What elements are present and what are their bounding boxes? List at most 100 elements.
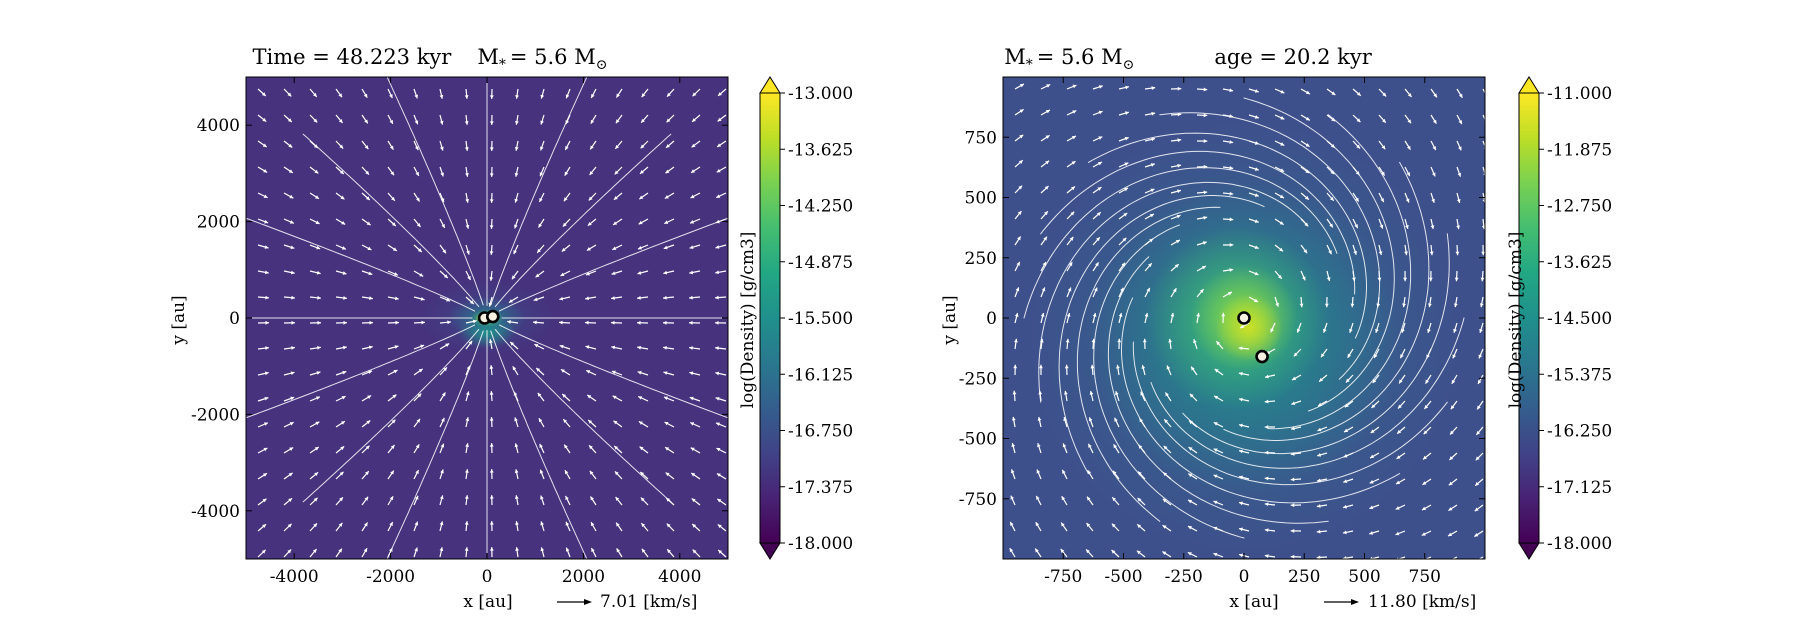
velocity-arrowhead xyxy=(340,195,345,200)
velocity-arrowhead xyxy=(1270,328,1274,333)
velocity-arrowhead xyxy=(715,396,720,401)
x-tick-label: 250 xyxy=(1288,567,1320,587)
velocity-arrowhead xyxy=(1144,312,1149,317)
velocity-arrowhead xyxy=(1213,474,1218,479)
velocity-arrowhead xyxy=(717,498,722,503)
x-tick-label: 500 xyxy=(1348,567,1380,587)
streamline xyxy=(1076,206,1221,522)
velocity-arrowhead xyxy=(690,194,695,199)
velocity-arrowhead xyxy=(1290,451,1295,456)
velocity-arrowhead xyxy=(616,522,620,527)
colorbar-tick-label: -13.625 xyxy=(788,140,853,160)
velocity-arrowhead xyxy=(489,495,494,499)
velocity-arrowhead xyxy=(1116,364,1120,369)
velocity-arrowhead xyxy=(1044,186,1049,190)
velocity-arrowhead xyxy=(414,495,419,500)
velocity-arrowhead xyxy=(1403,277,1408,282)
velocity-arrowhead xyxy=(1037,443,1041,448)
velocity-arrowhead xyxy=(615,496,620,501)
streamline xyxy=(1150,317,1465,469)
velocity-arrowhead xyxy=(537,248,541,253)
velocity-arrowhead xyxy=(1221,312,1226,317)
velocity-arrowhead xyxy=(288,472,293,477)
velocity-arrowhead xyxy=(315,220,320,224)
velocity-arrowhead xyxy=(1423,430,1428,435)
density-panel-1: Time = 48.223 kyr M* = 5.6 M⊙ -4000 -2000 0 2… xyxy=(169,45,853,612)
velocity-arrowhead xyxy=(612,246,617,250)
velocity-arrowhead xyxy=(1239,475,1243,480)
velocity-arrowhead xyxy=(313,497,318,502)
velocity-arrowhead xyxy=(1229,165,1234,170)
sink-particle-2 xyxy=(485,309,500,324)
velocity-arrowhead xyxy=(468,340,473,345)
velocity-arrowhead xyxy=(1014,313,1019,317)
velocity-arrowhead xyxy=(291,320,295,325)
streamline xyxy=(246,218,476,312)
velocity-arrowhead xyxy=(1012,390,1017,395)
velocity-arrowhead xyxy=(1138,444,1143,449)
velocity-arrowhead xyxy=(1347,353,1352,358)
velocity-arrowhead xyxy=(512,366,517,371)
velocity-arrowhead xyxy=(1149,213,1154,218)
velocity-arrowhead xyxy=(442,249,446,254)
colorbar-tick-label: -18.000 xyxy=(788,534,853,554)
colorbar-tick-label: -11.875 xyxy=(1547,140,1612,160)
streamline xyxy=(1243,97,1395,412)
velocity-arrowhead xyxy=(637,320,641,325)
velocity-arrowhead xyxy=(611,296,615,300)
velocity-arrowhead xyxy=(1137,524,1142,529)
velocity-arrowhead xyxy=(1122,237,1127,242)
panel-1-ylabel: y [au] xyxy=(169,295,189,345)
panel-2-ylabel: y [au] xyxy=(940,295,960,345)
velocity-arrowhead xyxy=(1162,498,1167,503)
velocity-arrowhead xyxy=(1088,443,1092,448)
velocity-arrowhead xyxy=(1356,91,1361,96)
velocity-arrowhead xyxy=(1304,195,1309,200)
velocity-arrowhead xyxy=(489,95,494,99)
y-tick-label: 4000 xyxy=(197,116,240,136)
colorbar-tick-label: -12.750 xyxy=(1547,197,1612,217)
velocity-arrowhead xyxy=(1175,239,1180,244)
velocity-arrowhead xyxy=(445,343,450,347)
velocity-arrowhead xyxy=(265,346,269,351)
velocity-arrowhead xyxy=(715,320,719,325)
x-tick-label: -500 xyxy=(1104,567,1142,587)
velocity-arrowhead xyxy=(315,396,320,400)
velocity-arrowhead xyxy=(1324,303,1329,308)
velocity-arrowhead xyxy=(1150,163,1155,167)
velocity-arrowhead xyxy=(1406,145,1411,150)
velocity-arrowhead xyxy=(565,521,570,526)
velocity-arrowhead xyxy=(689,295,693,300)
velocity-arrowhead xyxy=(514,469,519,474)
velocity-arrowhead xyxy=(641,118,645,123)
velocity-arrowhead xyxy=(689,371,694,376)
velocity-arrowhead xyxy=(1316,529,1321,534)
velocity-arrowhead xyxy=(417,248,422,253)
velocity-arrowhead xyxy=(1176,214,1181,219)
velocity-arrowhead xyxy=(1432,146,1436,151)
velocity-arrowhead xyxy=(414,521,419,526)
velocity-arrowhead xyxy=(465,391,470,396)
velocity-arrowhead xyxy=(540,547,545,552)
velocity-arrowhead xyxy=(715,270,719,275)
velocity-arrowhead xyxy=(389,522,393,527)
velocity-arrowhead xyxy=(439,495,444,500)
velocity-arrowhead xyxy=(1124,162,1129,166)
velocity-arrowhead xyxy=(391,222,396,227)
velocity-arrowhead xyxy=(1296,328,1301,333)
velocity-arrowhead xyxy=(339,170,344,175)
colorbar-tick-label: -15.375 xyxy=(1547,365,1612,385)
density-panel-2: M* = 5.6 M⊙ age = 20.2 kyr -750 -500 -250 0 25… xyxy=(940,45,1612,612)
velocity-arrowhead xyxy=(540,94,545,99)
colorbar-extend-min xyxy=(1518,542,1540,560)
velocity-arrowhead xyxy=(1370,454,1375,459)
velocity-arrowhead xyxy=(559,344,564,349)
velocity-arrowhead xyxy=(1095,262,1099,267)
velocity-arrowhead xyxy=(565,495,569,500)
velocity-arrowhead xyxy=(1474,507,1479,512)
velocity-arrowhead xyxy=(1071,135,1076,140)
velocity-arrowhead xyxy=(288,169,293,173)
velocity-arrowhead xyxy=(1137,497,1142,502)
velocity-arrowhead xyxy=(1292,376,1297,381)
velocity-arrowhead xyxy=(287,92,292,97)
